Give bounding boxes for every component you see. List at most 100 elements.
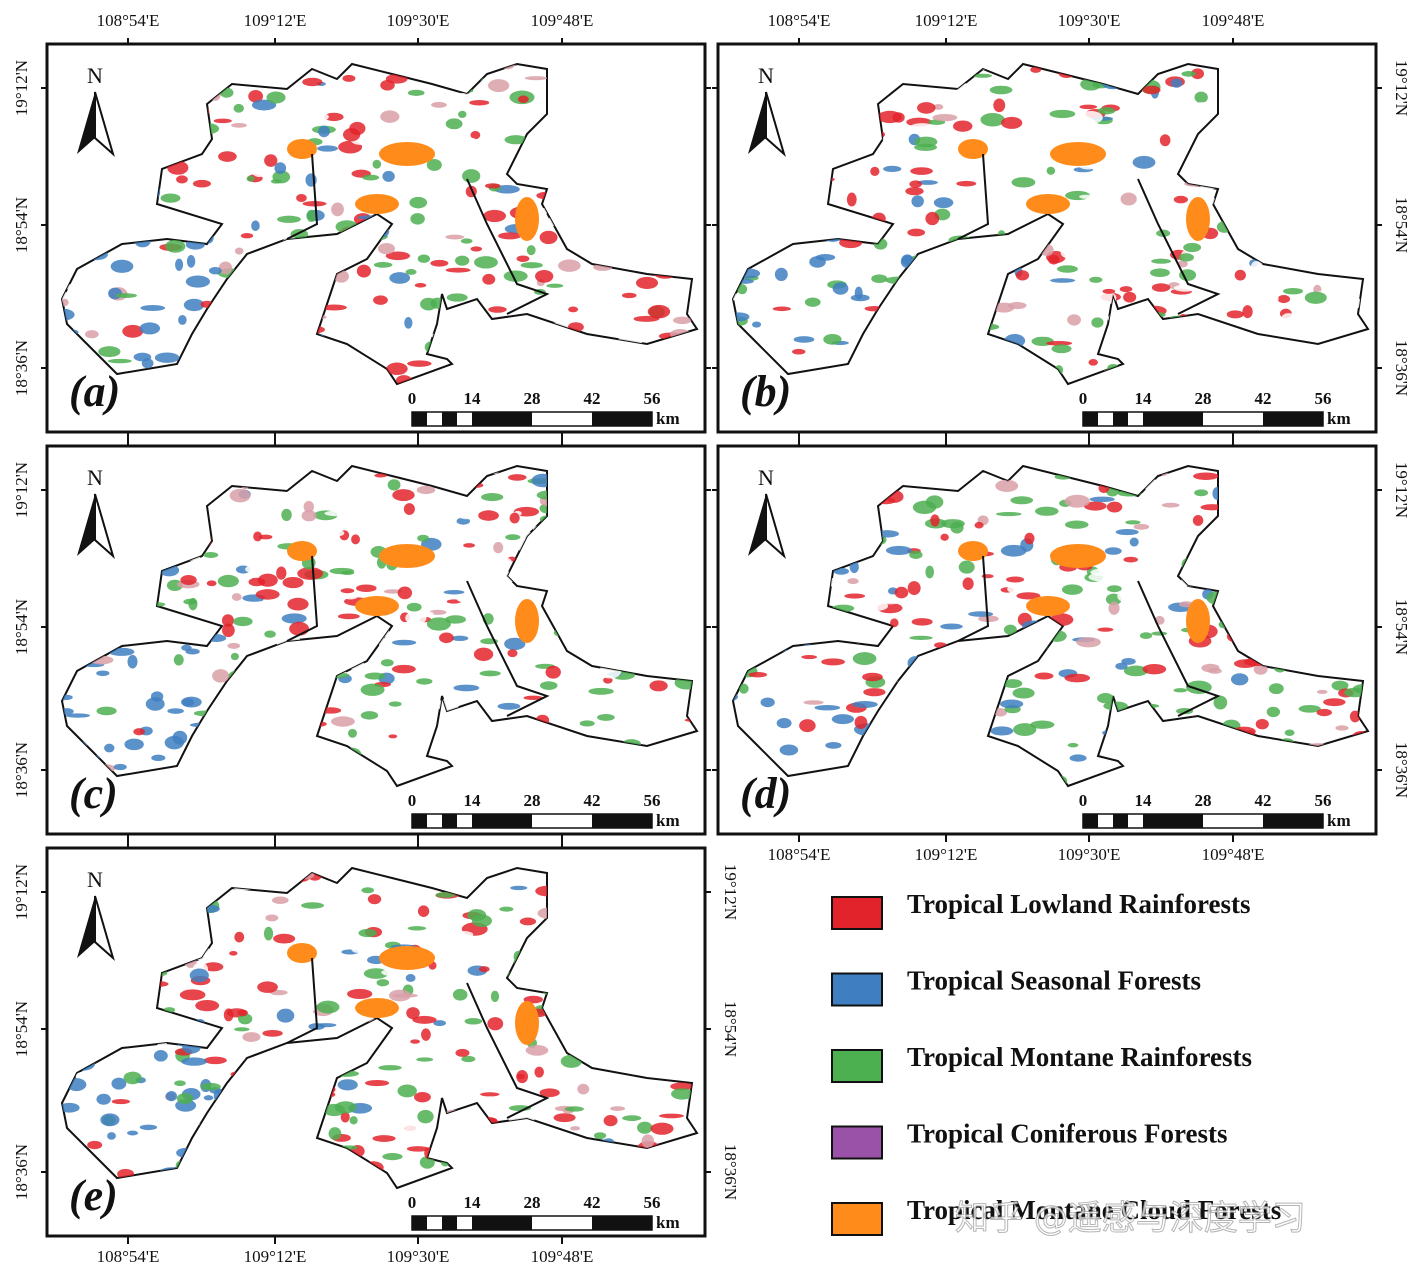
forest-patch	[227, 642, 241, 649]
forest-patch	[1079, 194, 1095, 199]
forest-patch	[160, 193, 181, 203]
forest-patch	[133, 728, 145, 736]
forest-patch	[1088, 359, 1098, 366]
forest-patch	[534, 1066, 544, 1078]
forest-patch	[633, 315, 660, 322]
forest-patch	[1170, 78, 1183, 88]
forest-patch	[517, 95, 529, 103]
forest-patch	[801, 654, 818, 660]
forest-patch	[253, 531, 263, 542]
forest-patch	[324, 510, 350, 517]
forest-patch	[851, 700, 878, 708]
forest-patch	[799, 719, 816, 733]
legend-label: Tropical Montane Cloud Forests	[907, 1195, 1281, 1225]
forest-patch	[499, 617, 519, 630]
north-label: N	[87, 465, 103, 490]
forest-patch	[185, 275, 210, 288]
forest-patch	[306, 209, 317, 223]
forest-patch	[1003, 624, 1017, 635]
forest-patch	[379, 918, 402, 926]
forest-patch	[445, 267, 471, 273]
scale-segment	[1083, 412, 1098, 426]
forest-patch	[1117, 590, 1130, 602]
forest-patch	[176, 175, 188, 184]
forest-patch	[793, 336, 815, 343]
forest-patch	[292, 109, 311, 121]
latitude-label: 18°36'N	[721, 1144, 740, 1200]
forest-patch	[1129, 537, 1139, 547]
scale-tick-label: 14	[464, 389, 482, 408]
forest-patch	[356, 264, 371, 278]
forest-patch	[301, 902, 325, 909]
forest-patch	[493, 541, 504, 554]
forest-patch	[1349, 710, 1361, 723]
forest-patch	[1316, 708, 1332, 717]
forest-patch	[206, 580, 217, 587]
forest-patch	[1050, 73, 1060, 88]
scale-tick-label: 42	[584, 389, 601, 408]
scale-unit: km	[1327, 811, 1351, 830]
forest-patch	[1133, 523, 1150, 530]
longitude-label: 109°48'E	[531, 1247, 594, 1266]
scale-segment	[412, 1216, 427, 1230]
forest-patch	[879, 595, 902, 605]
latitude-label: 18°54'N	[1392, 599, 1411, 655]
forest-patch	[317, 145, 338, 152]
forest-patch	[997, 155, 1010, 168]
forest-patch	[792, 348, 806, 355]
forest-patch	[1064, 520, 1089, 529]
cloud-forest-patch	[1186, 197, 1210, 241]
forest-patch	[104, 743, 115, 753]
forest-patch	[451, 635, 469, 642]
forest-patch	[499, 906, 514, 912]
scale-tick-label: 14	[1135, 389, 1153, 408]
forest-patch	[237, 1009, 249, 1017]
forest-patch	[380, 659, 394, 667]
forest-patch	[930, 514, 940, 527]
forest-patch	[793, 264, 817, 271]
forest-patch	[417, 254, 431, 263]
forest-patch	[340, 588, 355, 594]
forest-patch	[940, 623, 963, 630]
forest-patch	[234, 1027, 250, 1032]
forest-patch	[1088, 572, 1113, 582]
latitude-label: 18°54'N	[12, 1001, 31, 1057]
forest-patch	[406, 602, 422, 612]
forest-patch	[364, 672, 386, 680]
forest-patch	[1192, 515, 1204, 526]
forest-patch	[218, 261, 233, 275]
forest-patch	[1142, 85, 1161, 95]
forest-patch	[603, 676, 613, 684]
boundary	[957, 555, 990, 642]
forest-patch	[122, 324, 144, 338]
forest-patch	[635, 276, 659, 290]
forest-patch	[271, 896, 289, 905]
forest-patch	[397, 1084, 417, 1098]
forest-patch	[435, 891, 456, 898]
forest-patch	[832, 282, 849, 295]
forest-patch	[406, 1007, 420, 1020]
forest-patch	[234, 247, 244, 255]
scale-tick-label: 28	[524, 389, 541, 408]
cloud-forest-patch	[379, 946, 435, 970]
latitude-label: 18°36'N	[1392, 742, 1411, 798]
forest-patch	[593, 1132, 607, 1140]
forest-patch	[1120, 646, 1137, 657]
forest-patch	[460, 238, 473, 244]
forest-patch	[503, 270, 528, 282]
forest-patch	[208, 266, 222, 275]
forest-patch	[1230, 673, 1249, 686]
scale-segment	[1113, 412, 1128, 426]
forest-patch	[1162, 87, 1172, 92]
north-arrow	[748, 92, 766, 154]
forest-patch	[482, 1058, 493, 1072]
forest-patch	[933, 197, 954, 209]
panel-label: (d)	[740, 769, 791, 818]
forest-patch	[760, 697, 775, 708]
longitude-label: 109°30'E	[387, 1247, 450, 1266]
forest-patch	[480, 1092, 500, 1097]
scale-segment	[412, 412, 427, 426]
cloud-forest-patch	[355, 596, 399, 616]
latitude-label: 19°12'N	[1392, 462, 1411, 518]
forest-patch	[1178, 253, 1194, 262]
